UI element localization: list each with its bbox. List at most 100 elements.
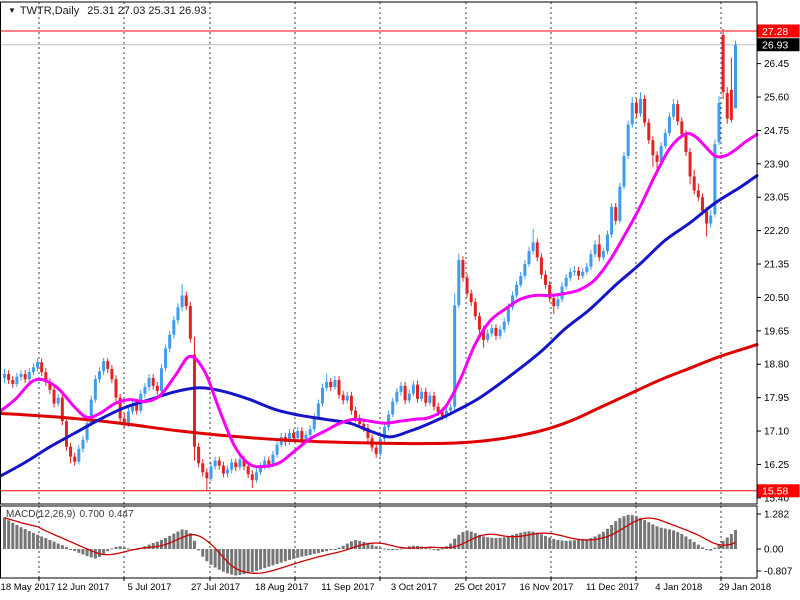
candle-bear[interactable] <box>544 274 548 285</box>
candle-bull[interactable] <box>382 427 386 439</box>
candle-bear[interactable] <box>60 397 64 422</box>
candle-bull[interactable] <box>581 271 585 276</box>
candle-bull[interactable] <box>709 215 713 224</box>
candle-bull[interactable] <box>85 423 89 440</box>
candle-bull[interactable] <box>316 403 320 418</box>
candle-bear[interactable] <box>680 121 684 135</box>
candle-bear[interactable] <box>535 242 539 258</box>
candle-bear[interactable] <box>696 190 700 198</box>
candle-bull[interactable] <box>585 266 589 272</box>
candle-bear[interactable] <box>250 474 254 481</box>
candle-bull[interactable] <box>589 254 593 267</box>
candle-bull[interactable] <box>527 251 531 265</box>
candle-bear[interactable] <box>48 381 52 390</box>
candle-bear[interactable] <box>705 210 709 224</box>
candle-bull[interactable] <box>490 328 494 334</box>
candle-bear[interactable] <box>362 423 366 428</box>
candle-bear[interactable] <box>482 329 486 340</box>
candle-bear[interactable] <box>217 460 221 466</box>
candle-bull[interactable] <box>213 460 217 467</box>
candle-bull[interactable] <box>31 367 35 373</box>
candle-bull[interactable] <box>176 307 180 321</box>
candle-bull[interactable] <box>321 387 325 404</box>
candle-bull[interactable] <box>734 44 738 109</box>
candle-bear[interactable] <box>234 462 238 468</box>
candle-bull[interactable] <box>531 242 535 252</box>
candle-bear[interactable] <box>201 463 205 473</box>
candle-bull[interactable] <box>659 146 663 162</box>
candle-bear[interactable] <box>692 176 696 191</box>
price-axis[interactable]: 26.45 25.60 24.75 23.90 23.05 22.20 21.35 20.50… <box>757 59 793 578</box>
candle-bear[interactable] <box>725 93 729 119</box>
candle-bull[interactable] <box>27 372 31 380</box>
candle-bull[interactable] <box>333 379 337 388</box>
candle-bear[interactable] <box>267 460 271 465</box>
candle-bear[interactable] <box>358 418 362 424</box>
candle-bull[interactable] <box>312 417 316 430</box>
candle-bull[interactable] <box>506 307 510 322</box>
candle-bull[interactable] <box>713 144 717 215</box>
candle-bear[interactable] <box>700 197 704 211</box>
candle-bull[interactable] <box>618 186 622 221</box>
candle-bull[interactable] <box>519 275 523 285</box>
candle-bear[interactable] <box>246 466 250 475</box>
candle-bull[interactable] <box>395 391 399 402</box>
candle-bull[interactable] <box>391 401 395 415</box>
candle-bull[interactable] <box>593 244 597 255</box>
candle-bear[interactable] <box>69 446 73 457</box>
candle-bull[interactable] <box>626 124 630 156</box>
candle-bear[interactable] <box>548 284 552 299</box>
candle-bear[interactable] <box>577 270 581 276</box>
candle-bear[interactable] <box>634 102 638 114</box>
candle-bull[interactable] <box>3 374 6 378</box>
candle-bear[interactable] <box>292 433 296 439</box>
candle-bear[interactable] <box>477 316 481 330</box>
candle-bull[interactable] <box>453 305 457 407</box>
candle-bull[interactable] <box>605 234 609 252</box>
candle-bear[interactable] <box>184 295 188 307</box>
candle-bull[interactable] <box>19 374 23 377</box>
candle-bear[interactable] <box>436 406 440 413</box>
candle-bull[interactable] <box>147 377 151 388</box>
candle-bear[interactable] <box>221 465 225 474</box>
candle-bull[interactable] <box>81 439 85 449</box>
candle-bull[interactable] <box>93 379 97 400</box>
candle-bull[interactable] <box>667 116 671 134</box>
candle-bull[interactable] <box>486 333 490 340</box>
candle-bear[interactable] <box>349 395 353 411</box>
candle-bear[interactable] <box>329 381 333 388</box>
candle-bear[interactable] <box>473 302 477 317</box>
candle-bull[interactable] <box>304 434 308 440</box>
candle-bull[interactable] <box>143 387 147 394</box>
candle-bear[interactable] <box>614 207 618 221</box>
candle-bull[interactable] <box>275 444 279 455</box>
candle-bull[interactable] <box>271 454 275 465</box>
candle-bull[interactable] <box>622 155 626 187</box>
candle-bull[interactable] <box>254 472 258 481</box>
candle-bear[interactable] <box>110 368 114 380</box>
candle-bear[interactable] <box>7 374 11 380</box>
candle-bear[interactable] <box>432 395 436 407</box>
candle-bull[interactable] <box>89 399 93 424</box>
candle-bull[interactable] <box>510 295 514 308</box>
candle-bull[interactable] <box>308 429 312 435</box>
candle-bear[interactable] <box>64 421 68 447</box>
candle-bear[interactable] <box>729 89 733 120</box>
symbol-dropdown-icon[interactable]: ▼ <box>8 6 16 15</box>
candle-bull[interactable] <box>287 433 291 443</box>
candle-bull[interactable] <box>444 410 448 417</box>
candle-bull[interactable] <box>325 381 329 388</box>
candle-bull[interactable] <box>523 264 527 276</box>
candle-bull[interactable] <box>56 397 60 404</box>
candle-bear[interactable] <box>539 257 543 275</box>
candle-bear[interactable] <box>197 446 201 464</box>
candle-bull[interactable] <box>164 348 168 369</box>
candle-bear[interactable] <box>73 456 77 462</box>
candle-bull[interactable] <box>238 459 242 468</box>
candle-bear[interactable] <box>424 391 428 403</box>
candle-bear[interactable] <box>341 394 345 401</box>
candle-bull[interactable] <box>420 391 424 399</box>
candle-bull[interactable] <box>663 133 667 147</box>
candle-bear[interactable] <box>188 306 192 339</box>
